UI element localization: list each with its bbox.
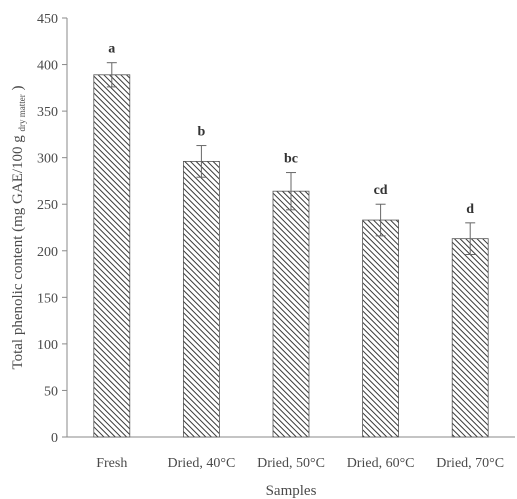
x-axis-title: Samples [266,483,317,499]
bars [93,62,489,438]
y-axis-title-suffix: ) [10,85,26,90]
significance-label: cd [374,183,388,198]
y-tick-label: 350 [37,105,58,120]
labels: a Fresh b Dried, 40°C bc Dried, 50°C cd Dried, … [96,42,504,471]
x-tick-label: Fresh [96,456,127,471]
x-tick-label: Dried, 50°C [257,456,325,471]
y-tick-label: 0 [51,431,58,446]
bar [451,238,489,438]
y-tick-label: 450 [37,12,58,27]
y-tick-label: 400 [37,59,58,74]
x-tick-label: Dried, 60°C [347,456,415,471]
significance-label: b [198,125,206,140]
y-tick-label: 100 [37,338,58,353]
y-tick-label: 250 [37,198,58,213]
y-tick-label: 50 [44,384,58,399]
y-tick-label: 150 [37,291,58,306]
y-axis-title-main: Total phenolic content (mg GAE/100 g [10,135,26,370]
bar [272,190,310,438]
x-tick-label: Dried, 70°C [436,456,504,471]
bar [362,219,400,438]
bar [182,160,220,438]
y-axis-title: Total phenolic content (mg GAE/100 g dry… [10,85,29,369]
x-tick-label: Dried, 40°C [167,456,235,471]
y-tick-label: 300 [37,152,58,167]
y-axis-title-subscript: dry matter [17,94,27,131]
y-tick-label: 200 [37,245,58,260]
bar [93,74,131,438]
significance-label: a [108,42,115,57]
significance-label: bc [284,152,298,167]
significance-label: d [466,202,474,217]
y-axis: 0 50 100 150 200 250 300 350 400 450 [37,12,68,446]
